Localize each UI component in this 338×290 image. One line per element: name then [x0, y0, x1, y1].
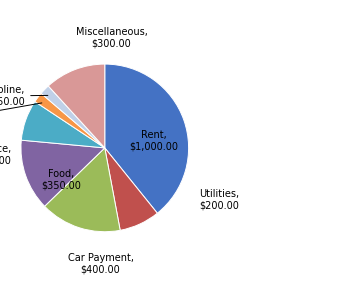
Wedge shape: [41, 86, 105, 148]
Wedge shape: [21, 140, 105, 206]
Wedge shape: [105, 64, 189, 213]
Text: Utilities,
$200.00: Utilities, $200.00: [199, 189, 240, 211]
Text: Car Payment,
$400.00: Car Payment, $400.00: [68, 253, 134, 274]
Text: Rent,
$1,000.00: Rent, $1,000.00: [129, 130, 178, 152]
Wedge shape: [45, 148, 120, 232]
Wedge shape: [48, 64, 105, 148]
Wedge shape: [105, 148, 157, 230]
Text: Miscellaneous,
$300.00: Miscellaneous, $300.00: [76, 27, 147, 49]
Text: Insurance,
$200.00: Insurance, $200.00: [0, 144, 11, 165]
Wedge shape: [21, 102, 105, 148]
Wedge shape: [35, 93, 105, 148]
Text: Food,
$350.00: Food, $350.00: [41, 169, 81, 191]
Text: Gasoline,
$50.00: Gasoline, $50.00: [0, 85, 48, 107]
Text: Membership
Dues, $50.00: Membership Dues, $50.00: [0, 103, 42, 129]
